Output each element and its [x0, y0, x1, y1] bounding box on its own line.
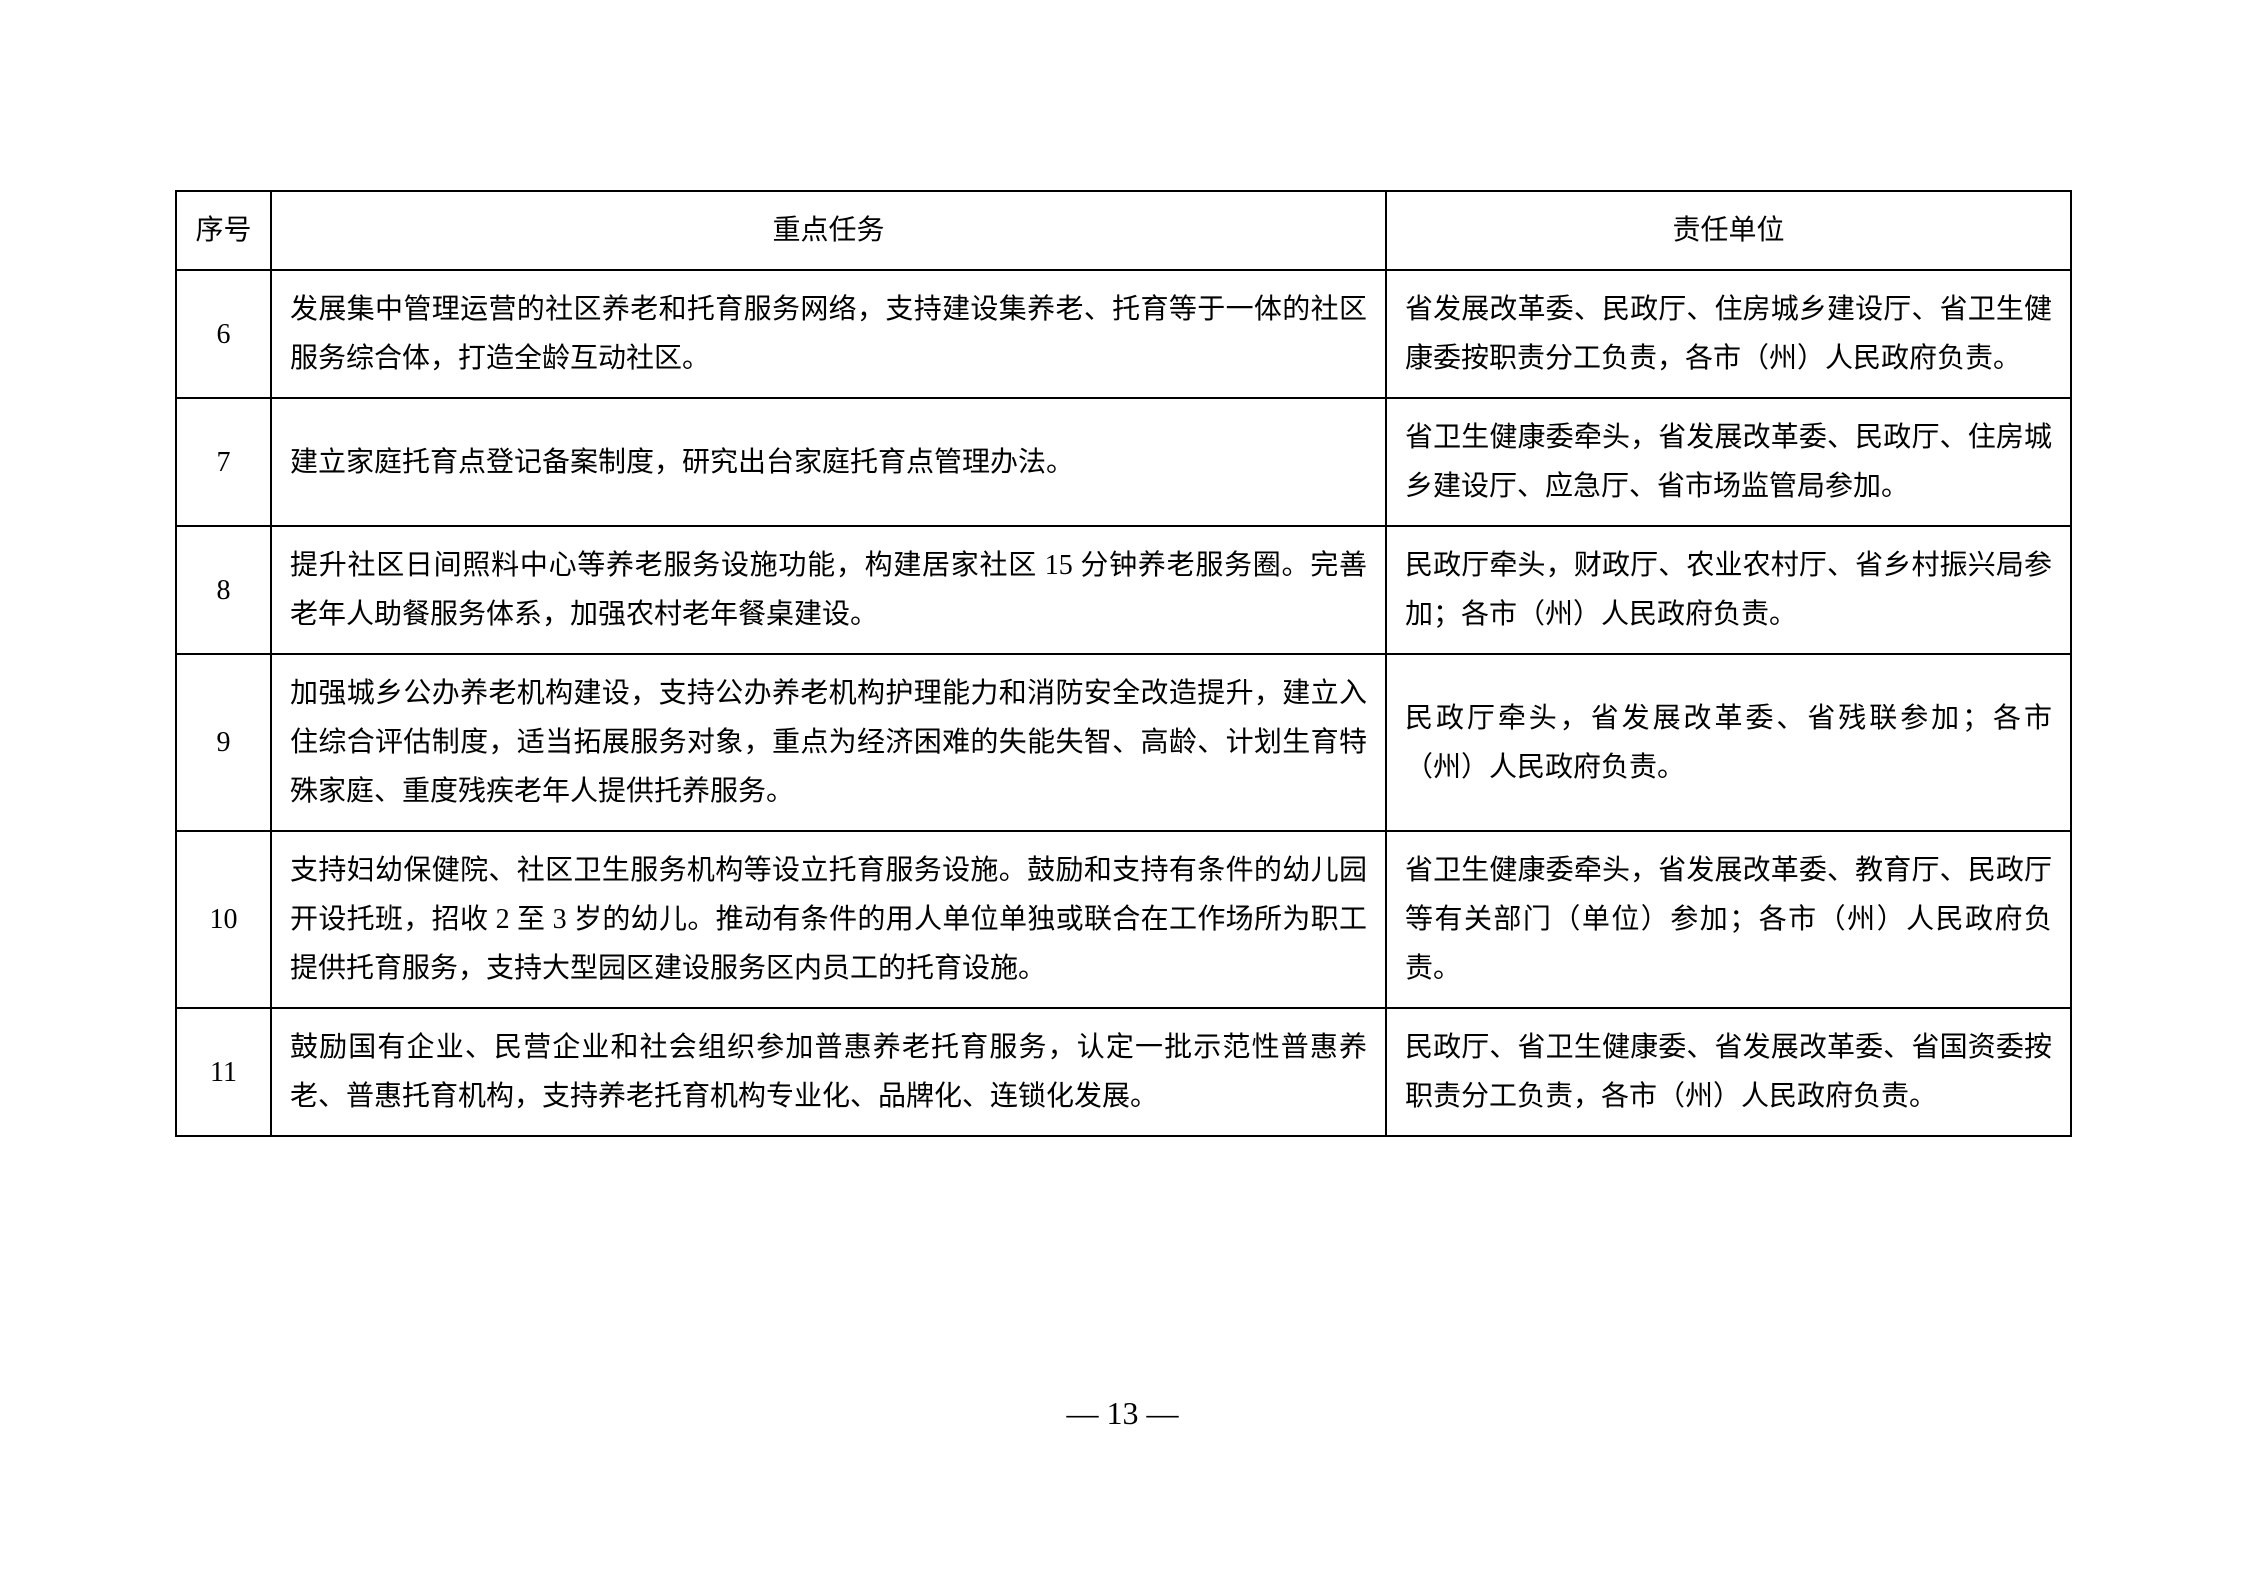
cell-unit: 省卫生健康委牵头，省发展改革委、民政厅、住房城乡建设厅、应急厅、省市场监管局参加… — [1386, 398, 2071, 526]
table-row: 10 支持妇幼保健院、社区卫生服务机构等设立托育服务设施。鼓励和支持有条件的幼儿… — [176, 831, 2071, 1008]
table-row: 8 提升社区日间照料中心等养老服务设施功能，构建居家社区 15 分钟养老服务圈。… — [176, 526, 2071, 654]
cell-task: 发展集中管理运营的社区养老和托育服务网络，支持建设集养老、托育等于一体的社区服务… — [271, 270, 1386, 398]
table-row: 9 加强城乡公办养老机构建设，支持公办养老机构护理能力和消防安全改造提升，建立入… — [176, 654, 2071, 831]
header-unit: 责任单位 — [1386, 191, 2071, 270]
table-row: 11 鼓励国有企业、民营企业和社会组织参加普惠养老托育服务，认定一批示范性普惠养… — [176, 1008, 2071, 1136]
header-task: 重点任务 — [271, 191, 1386, 270]
cell-unit: 省发展改革委、民政厅、住房城乡建设厅、省卫生健康委按职责分工负责，各市（州）人民… — [1386, 270, 2071, 398]
cell-unit: 民政厅牵头，财政厅、农业农村厅、省乡村振兴局参加；各市（州）人民政府负责。 — [1386, 526, 2071, 654]
cell-seq: 9 — [176, 654, 271, 831]
cell-task: 加强城乡公办养老机构建设，支持公办养老机构护理能力和消防安全改造提升，建立入住综… — [271, 654, 1386, 831]
cell-task: 支持妇幼保健院、社区卫生服务机构等设立托育服务设施。鼓励和支持有条件的幼儿园开设… — [271, 831, 1386, 1008]
task-table: 序号 重点任务 责任单位 6 发展集中管理运营的社区养老和托育服务网络，支持建设… — [175, 190, 2072, 1137]
cell-seq: 6 — [176, 270, 271, 398]
table-row: 7 建立家庭托育点登记备案制度，研究出台家庭托育点管理办法。 省卫生健康委牵头，… — [176, 398, 2071, 526]
cell-task: 鼓励国有企业、民营企业和社会组织参加普惠养老托育服务，认定一批示范性普惠养老、普… — [271, 1008, 1386, 1136]
page-number: — 13 — — [0, 1395, 2245, 1432]
cell-unit: 省卫生健康委牵头，省发展改革委、教育厅、民政厅等有关部门（单位）参加；各市（州）… — [1386, 831, 2071, 1008]
page-container: 序号 重点任务 责任单位 6 发展集中管理运营的社区养老和托育服务网络，支持建设… — [0, 0, 2245, 1137]
cell-task: 提升社区日间照料中心等养老服务设施功能，构建居家社区 15 分钟养老服务圈。完善… — [271, 526, 1386, 654]
table-row: 6 发展集中管理运营的社区养老和托育服务网络，支持建设集养老、托育等于一体的社区… — [176, 270, 2071, 398]
cell-task: 建立家庭托育点登记备案制度，研究出台家庭托育点管理办法。 — [271, 398, 1386, 526]
table-header-row: 序号 重点任务 责任单位 — [176, 191, 2071, 270]
cell-seq: 11 — [176, 1008, 271, 1136]
cell-seq: 10 — [176, 831, 271, 1008]
cell-unit: 民政厅、省卫生健康委、省发展改革委、省国资委按职责分工负责，各市（州）人民政府负… — [1386, 1008, 2071, 1136]
cell-unit: 民政厅牵头，省发展改革委、省残联参加；各市（州）人民政府负责。 — [1386, 654, 2071, 831]
cell-seq: 7 — [176, 398, 271, 526]
header-seq: 序号 — [176, 191, 271, 270]
cell-seq: 8 — [176, 526, 271, 654]
